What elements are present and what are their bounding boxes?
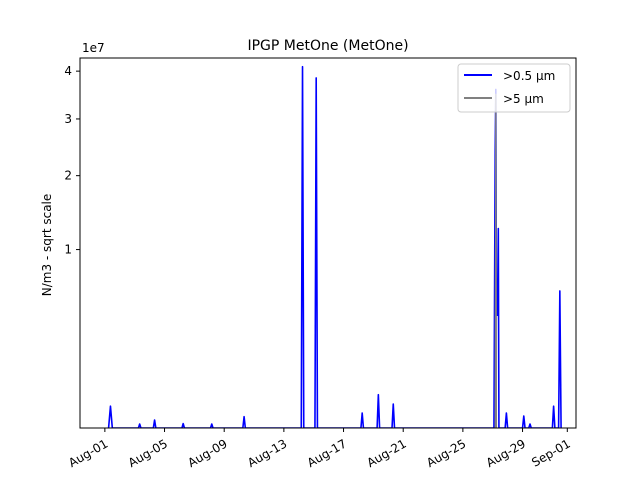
y-axis-label: N/m3 - sqrt scale: [40, 194, 54, 297]
y-axis: 1 2 3 4: [64, 64, 80, 257]
y-tick-label: 1: [64, 243, 72, 257]
chart-title: IPGP MetOne (MetOne): [247, 38, 408, 54]
y-tick-label: 4: [64, 64, 72, 78]
series-line-overlay-1: [494, 94, 498, 428]
y-tick-label: 3: [64, 112, 72, 126]
y-multiplier-label: 1e7: [82, 41, 105, 55]
legend: >0.5 µm >5 µm: [457, 63, 571, 113]
axes-frame: [79, 57, 577, 429]
legend-label-1: >5 µm: [503, 92, 544, 106]
y-tick-label: 2: [64, 169, 72, 183]
legend-label-0: >0.5 µm: [503, 69, 555, 83]
